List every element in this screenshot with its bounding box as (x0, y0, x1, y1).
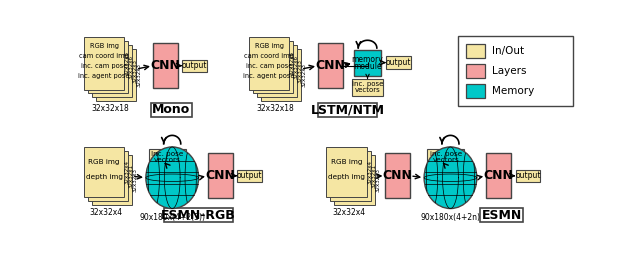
Text: vectors: vectors (355, 87, 380, 93)
FancyBboxPatch shape (480, 208, 524, 222)
Text: RGB img: RGB img (90, 43, 118, 49)
FancyBboxPatch shape (326, 147, 367, 197)
Text: output: output (386, 58, 412, 67)
Text: 32x32x6: 32x32x6 (129, 55, 134, 79)
Text: 32x32x4: 32x32x4 (125, 160, 130, 184)
FancyBboxPatch shape (88, 41, 128, 93)
FancyBboxPatch shape (249, 37, 289, 90)
Text: output: output (237, 171, 262, 180)
FancyBboxPatch shape (84, 147, 124, 197)
FancyBboxPatch shape (260, 49, 301, 101)
FancyBboxPatch shape (386, 56, 411, 69)
Text: Mono: Mono (152, 103, 191, 116)
Text: RGB img: RGB img (88, 159, 120, 165)
FancyBboxPatch shape (164, 208, 233, 222)
FancyBboxPatch shape (208, 153, 233, 198)
Text: 32x32x6: 32x32x6 (125, 51, 130, 75)
FancyBboxPatch shape (257, 45, 297, 97)
Text: CNN: CNN (150, 59, 180, 72)
Text: inc. pose: inc. pose (429, 151, 462, 157)
Text: vectors: vectors (154, 157, 181, 163)
FancyBboxPatch shape (353, 49, 381, 76)
FancyBboxPatch shape (466, 84, 484, 98)
Text: 32x32x1: 32x32x1 (129, 164, 134, 188)
Text: inc. agent pose: inc. agent pose (78, 73, 130, 80)
Text: RGB img: RGB img (331, 159, 362, 165)
Text: module: module (353, 62, 382, 71)
Text: ESMN-RGB: ESMN-RGB (161, 208, 236, 222)
FancyBboxPatch shape (318, 103, 377, 116)
FancyBboxPatch shape (253, 41, 293, 93)
Text: inc. agent pose: inc. agent pose (243, 73, 295, 80)
Text: CNN: CNN (316, 59, 345, 72)
FancyBboxPatch shape (486, 153, 511, 198)
FancyBboxPatch shape (84, 37, 124, 90)
Text: depth img: depth img (86, 174, 122, 180)
Ellipse shape (424, 147, 477, 208)
FancyBboxPatch shape (330, 151, 371, 201)
FancyBboxPatch shape (95, 49, 136, 101)
FancyBboxPatch shape (428, 149, 465, 166)
FancyBboxPatch shape (153, 43, 178, 88)
Text: LSTM/NTM: LSTM/NTM (310, 103, 385, 116)
FancyBboxPatch shape (385, 153, 410, 198)
Text: inc. pose: inc. pose (352, 81, 383, 87)
Ellipse shape (146, 147, 198, 208)
FancyBboxPatch shape (516, 170, 540, 182)
FancyBboxPatch shape (149, 149, 186, 166)
FancyBboxPatch shape (318, 43, 343, 88)
Text: cam coord img: cam coord img (79, 53, 129, 59)
Text: cam coord img: cam coord img (244, 53, 294, 59)
Text: 32x32x3: 32x32x3 (132, 168, 138, 192)
FancyBboxPatch shape (92, 155, 132, 205)
Text: vectors: vectors (433, 157, 459, 163)
Text: 90x180x(4+2n): 90x180x(4+2n) (420, 213, 481, 222)
Text: 32x32x3: 32x32x3 (375, 168, 380, 192)
FancyBboxPatch shape (92, 45, 132, 97)
FancyBboxPatch shape (182, 59, 207, 72)
Text: 32x32x3: 32x32x3 (136, 63, 141, 87)
Text: ESMN: ESMN (481, 208, 522, 222)
FancyBboxPatch shape (237, 170, 262, 182)
Text: 32x32x3: 32x32x3 (301, 63, 307, 87)
Text: 32x32x18: 32x32x18 (256, 104, 294, 113)
Text: Memory: Memory (492, 86, 534, 96)
Text: inc. cam pose: inc. cam pose (246, 63, 292, 70)
Text: RGB img: RGB img (255, 43, 284, 49)
Text: CNN: CNN (484, 169, 513, 182)
Text: output: output (515, 171, 541, 180)
Text: 32x32x18: 32x32x18 (91, 104, 129, 113)
FancyBboxPatch shape (466, 44, 484, 58)
Text: In/Out: In/Out (492, 46, 524, 56)
FancyBboxPatch shape (458, 36, 573, 106)
Text: 32x32x3: 32x32x3 (298, 59, 303, 83)
Text: output: output (182, 61, 207, 70)
Text: CNN: CNN (205, 169, 236, 182)
Text: Layers: Layers (492, 66, 527, 76)
Text: 32x32x6: 32x32x6 (294, 55, 299, 79)
FancyBboxPatch shape (466, 64, 484, 78)
Text: 90x180x(4+2(3)): 90x180x(4+2(3)) (140, 213, 205, 222)
Text: 32x32x1: 32x32x1 (371, 164, 376, 188)
Text: 32x32x4: 32x32x4 (332, 207, 365, 217)
FancyBboxPatch shape (334, 155, 374, 205)
Text: Inc. pose: Inc. pose (152, 151, 184, 157)
Text: 32x32x4: 32x32x4 (367, 160, 372, 184)
FancyBboxPatch shape (88, 151, 128, 201)
Text: 32x32x6: 32x32x6 (290, 51, 295, 75)
Text: CNN: CNN (383, 169, 413, 182)
Text: 32x32x3: 32x32x3 (132, 59, 138, 83)
Text: memory: memory (351, 55, 383, 64)
FancyBboxPatch shape (352, 79, 383, 96)
Text: depth img: depth img (328, 174, 365, 180)
Text: 32x32x4: 32x32x4 (90, 207, 123, 217)
Text: inc. cam pose: inc. cam pose (81, 63, 127, 70)
FancyBboxPatch shape (151, 103, 191, 116)
